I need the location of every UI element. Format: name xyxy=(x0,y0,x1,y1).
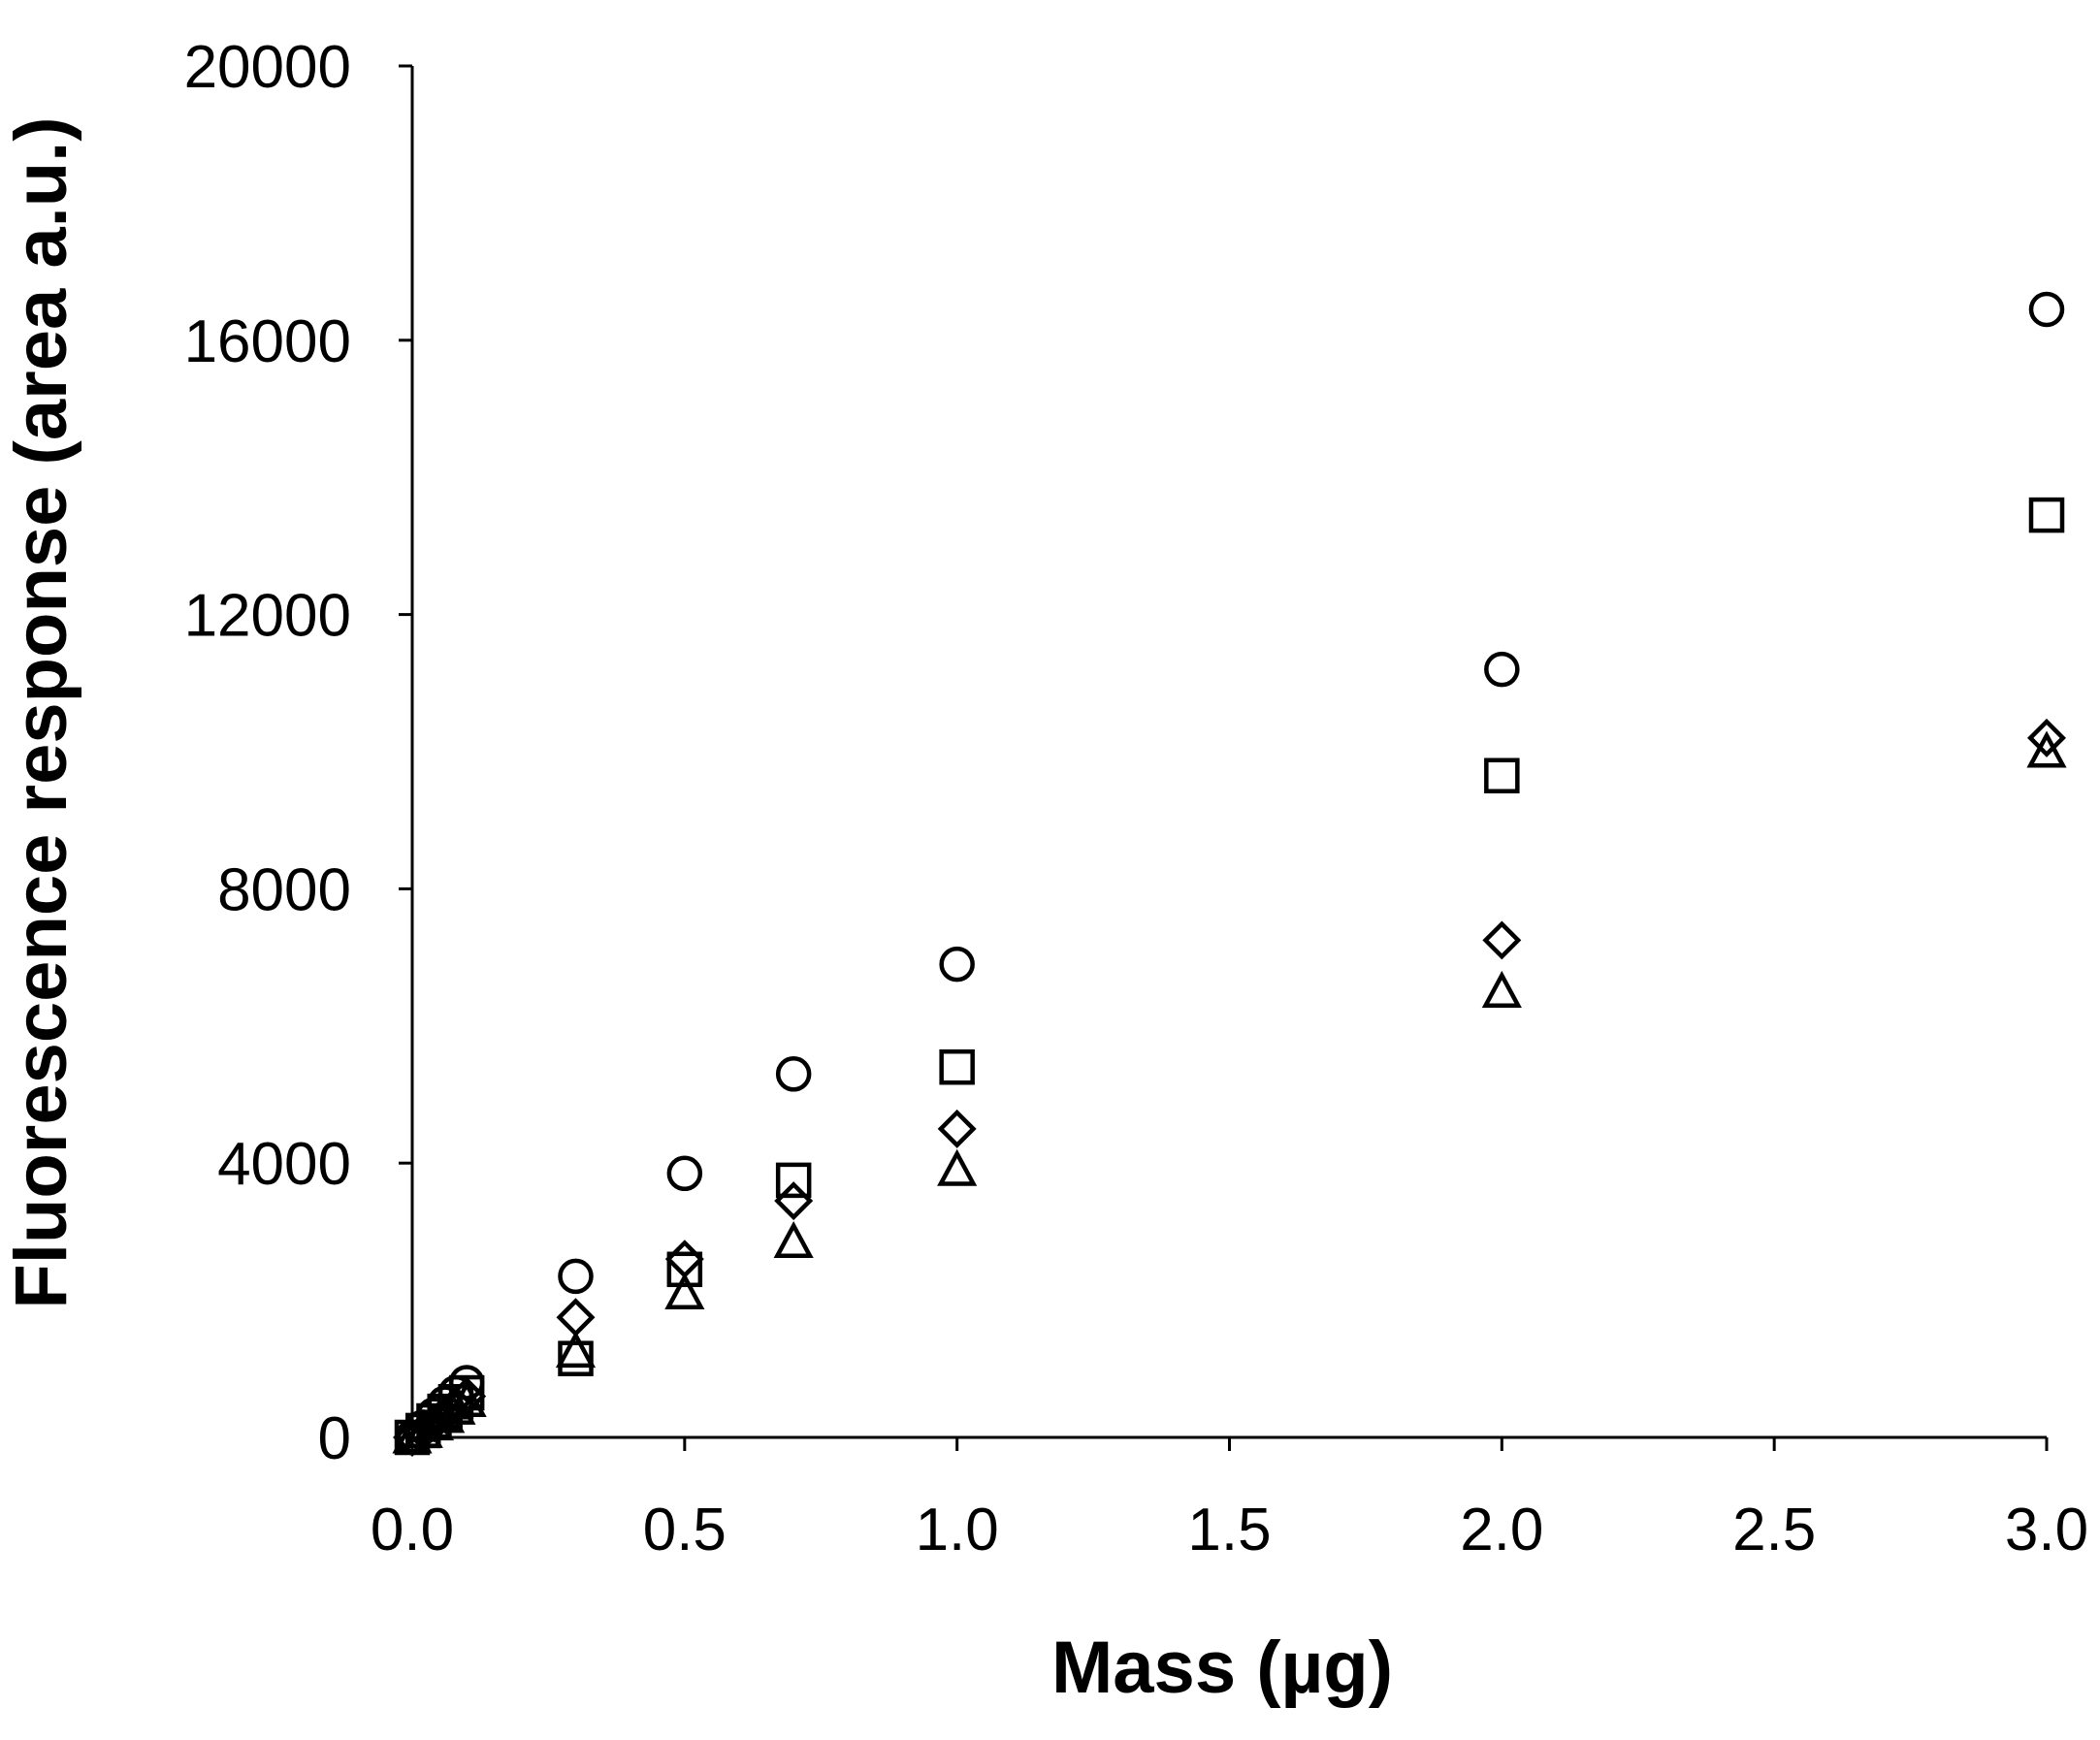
data-points xyxy=(392,291,2067,1457)
circle-point xyxy=(2028,291,2065,328)
y-tick-label: 12000 xyxy=(184,583,351,650)
axes: 0 4000 8000 12000 16000 20000 0.0 0.5 1.0 1.5 2.0 2… xyxy=(184,34,2089,1563)
y-tick-label: 0 xyxy=(318,1405,351,1472)
diamond-point xyxy=(664,1240,704,1279)
square-point xyxy=(939,1048,975,1085)
x-tick-label: 1.0 xyxy=(916,1497,999,1563)
triangle-point xyxy=(773,1220,814,1259)
triangle-point xyxy=(1481,970,1522,1008)
diamond-point xyxy=(2027,718,2066,757)
y-tick-label: 16000 xyxy=(184,308,351,375)
square-point xyxy=(775,1162,812,1199)
diamond-point xyxy=(1482,920,1522,960)
diamond-point xyxy=(774,1181,814,1221)
triangle-point xyxy=(937,1148,978,1186)
diamond-point xyxy=(556,1298,596,1337)
triangle-point xyxy=(446,1379,487,1418)
x-tick-label: 0.5 xyxy=(643,1497,727,1563)
triangle-point xyxy=(2026,730,2067,768)
triangle-point xyxy=(436,1387,476,1425)
circle-point xyxy=(775,1056,812,1092)
x-tick-label: 2.0 xyxy=(1460,1497,1543,1563)
x-tick-label: 0.0 xyxy=(371,1497,454,1563)
y-axis-title: Fluorescence response (area a.u.) xyxy=(0,116,82,1308)
x-tick-label: 1.5 xyxy=(1187,1497,1271,1563)
x-tick-label: 2.5 xyxy=(1732,1497,1816,1563)
circle-point xyxy=(558,1258,594,1295)
x-tick-label: 3.0 xyxy=(2005,1497,2088,1563)
circle-point xyxy=(1484,651,1520,688)
square-point xyxy=(2028,497,2065,533)
triangle-point xyxy=(664,1272,705,1310)
square-point xyxy=(558,1340,594,1376)
circle-point xyxy=(666,1155,703,1192)
y-tick-label: 8000 xyxy=(217,856,351,923)
square-point xyxy=(1484,757,1520,793)
triangle-point xyxy=(555,1331,597,1369)
square-point xyxy=(666,1251,703,1288)
diamond-point xyxy=(937,1109,977,1148)
x-axis-title: Mass (µg) xyxy=(1051,1627,1393,1709)
circle-point xyxy=(939,946,975,983)
y-tick-label: 20000 xyxy=(184,34,351,101)
y-tick-label: 4000 xyxy=(217,1131,351,1198)
